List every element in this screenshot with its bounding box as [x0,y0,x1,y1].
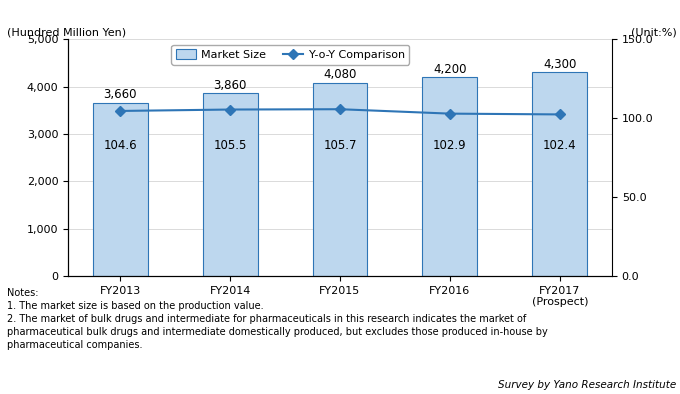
Text: 4,300: 4,300 [543,58,577,71]
Bar [313,83,367,276]
Text: 102.9: 102.9 [433,139,466,152]
Legend: Market Size, Y-o-Y Comparison: Market Size, Y-o-Y Comparison [171,45,409,65]
Bar [532,72,588,276]
Text: 105.7: 105.7 [323,139,357,152]
Text: (Hundred Million Yen): (Hundred Million Yen) [7,28,126,37]
Bar [92,103,148,276]
Text: 3,660: 3,660 [103,88,137,101]
Text: Notes:
1. The market size is based on the production value.
2. The market of bul: Notes: 1. The market size is based on th… [7,288,547,350]
Text: Survey by Yano Research Institute: Survey by Yano Research Institute [498,380,677,390]
Text: (Unit:%): (Unit:%) [631,28,677,37]
Text: 102.4: 102.4 [543,139,577,152]
Bar [422,77,477,276]
Text: 4,200: 4,200 [433,63,466,76]
Text: 104.6: 104.6 [103,139,137,152]
Text: 3,860: 3,860 [214,79,247,92]
Text: 105.5: 105.5 [214,139,247,152]
Bar [203,93,258,276]
Text: 4,080: 4,080 [323,69,357,82]
